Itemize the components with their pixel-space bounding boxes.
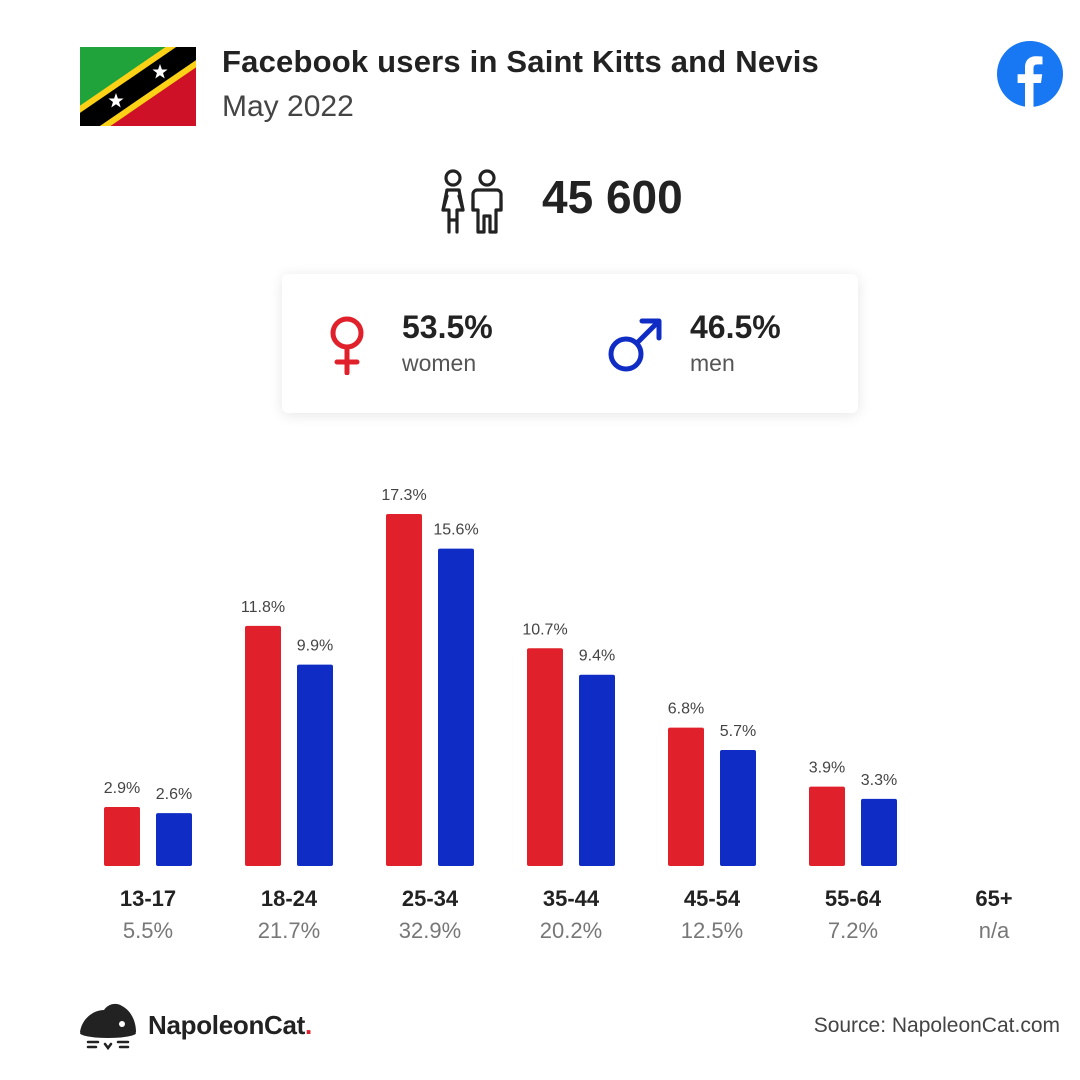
bar-25-34-women	[386, 514, 422, 866]
female-icon	[330, 316, 364, 375]
bar-35-44-men	[579, 674, 615, 866]
bar-label-13-17-men: 2.6%	[156, 786, 192, 803]
bar-13-17-women	[104, 806, 140, 866]
bar-label-55-64-men: 3.3%	[861, 772, 897, 789]
bar-label-55-64-women: 3.9%	[809, 760, 845, 777]
people-icon	[441, 169, 503, 234]
bar-13-17-men	[156, 813, 192, 866]
category-label-45-54: 45-54	[684, 886, 741, 911]
brand-text: NapoleonCat	[148, 1010, 306, 1040]
saint-kitts-and-nevis-flag-icon	[80, 47, 196, 126]
category-total-45-54: 12.5%	[681, 918, 743, 943]
category-label-55-64: 55-64	[825, 886, 882, 911]
bar-label-18-24-men: 9.9%	[297, 638, 333, 655]
bar-label-13-17-women: 2.9%	[104, 780, 140, 797]
bar-label-45-54-men: 5.7%	[720, 723, 756, 740]
bar-label-18-24-women: 11.8%	[241, 599, 285, 616]
bar-25-34-men	[438, 548, 474, 866]
category-label-25-34: 25-34	[402, 886, 459, 911]
bar-45-54-men	[720, 750, 756, 866]
category-total-35-44: 20.2%	[540, 918, 602, 943]
bar-18-24-women	[245, 625, 281, 866]
bar-label-25-34-men: 15.6%	[433, 522, 478, 539]
total-users: 45 600	[542, 171, 683, 223]
bar-55-64-men	[861, 798, 897, 866]
page-subtitle: May 2022	[222, 90, 354, 123]
men-label: men	[690, 350, 735, 376]
bar-label-35-44-women: 10.7%	[522, 621, 567, 638]
napoleoncat-logo-icon	[80, 1003, 136, 1051]
category-label-65+: 65+	[975, 886, 1012, 911]
page-title: Facebook users in Saint Kitts and Nevis	[222, 44, 819, 79]
category-total-13-17: 5.5%	[123, 918, 173, 943]
category-total-25-34: 32.9%	[399, 918, 461, 943]
male-icon	[608, 318, 662, 372]
brand-name: NapoleonCat.	[148, 1010, 312, 1041]
category-label-18-24: 18-24	[261, 886, 318, 911]
bar-18-24-men	[297, 664, 333, 866]
bar-55-64-women	[809, 786, 845, 866]
facebook-logo-icon	[997, 41, 1063, 107]
women-label: women	[402, 350, 477, 376]
gender-card	[282, 274, 858, 413]
bar-45-54-women	[668, 727, 704, 866]
bar-label-45-54-women: 6.8%	[668, 701, 704, 718]
category-label-13-17: 13-17	[120, 886, 176, 911]
bar-label-25-34-women: 17.3%	[381, 487, 426, 504]
age-gender-bar-chart: 2.9% 2.6% 13-17 5.5% 11.8% 9.9% 18-24 21.7% 17.3…	[104, 487, 1013, 943]
category-total-55-64: 7.2%	[828, 918, 878, 943]
category-total-18-24: 21.7%	[258, 918, 320, 943]
brand-dot: .	[305, 1010, 312, 1040]
category-label-35-44: 35-44	[543, 886, 600, 911]
bar-label-35-44-men: 9.4%	[579, 648, 615, 665]
category-total-65+: n/a	[979, 918, 1010, 943]
bar-35-44-women	[527, 648, 563, 866]
women-percentage: 53.5%	[402, 309, 493, 345]
source-text: Source: NapoleonCat.com	[813, 1014, 1060, 1037]
men-percentage: 46.5%	[690, 309, 781, 345]
